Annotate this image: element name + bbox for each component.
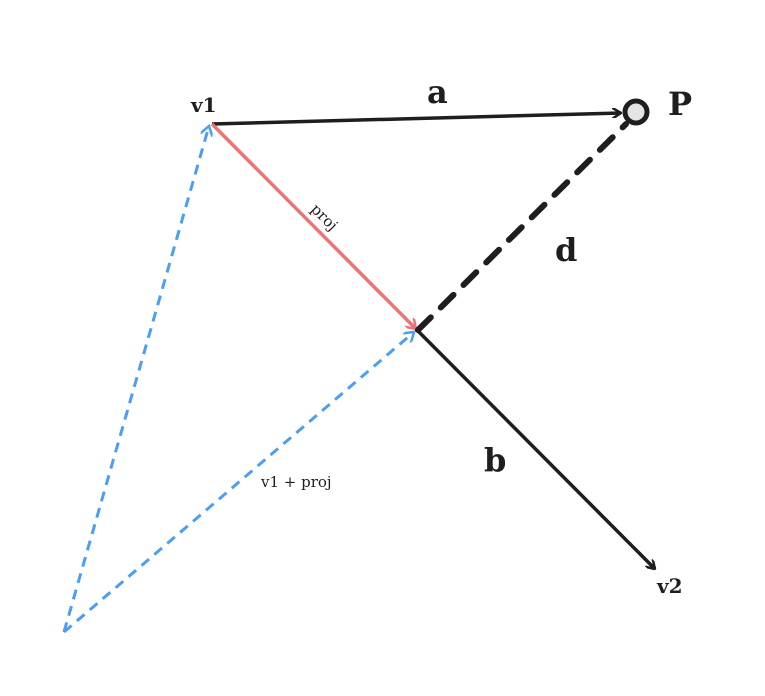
label-d: d	[555, 231, 577, 269]
vector-b	[415, 328, 655, 569]
vector-proj	[210, 122, 416, 329]
distance-d	[415, 121, 629, 333]
label-b: b	[484, 441, 506, 479]
label-v2: v2	[656, 574, 683, 598]
label-proj: proj	[307, 200, 341, 234]
helper-vector-to-v1	[62, 126, 209, 633]
vector-a	[211, 113, 621, 126]
label-v1-plus-proj: v1 + proj	[260, 473, 332, 491]
label-a: a	[427, 73, 448, 111]
label-v1: v1	[190, 93, 217, 117]
point-p	[622, 98, 650, 126]
label-p: P	[668, 85, 692, 123]
helper-vector-v1-plus-proj	[63, 332, 414, 634]
